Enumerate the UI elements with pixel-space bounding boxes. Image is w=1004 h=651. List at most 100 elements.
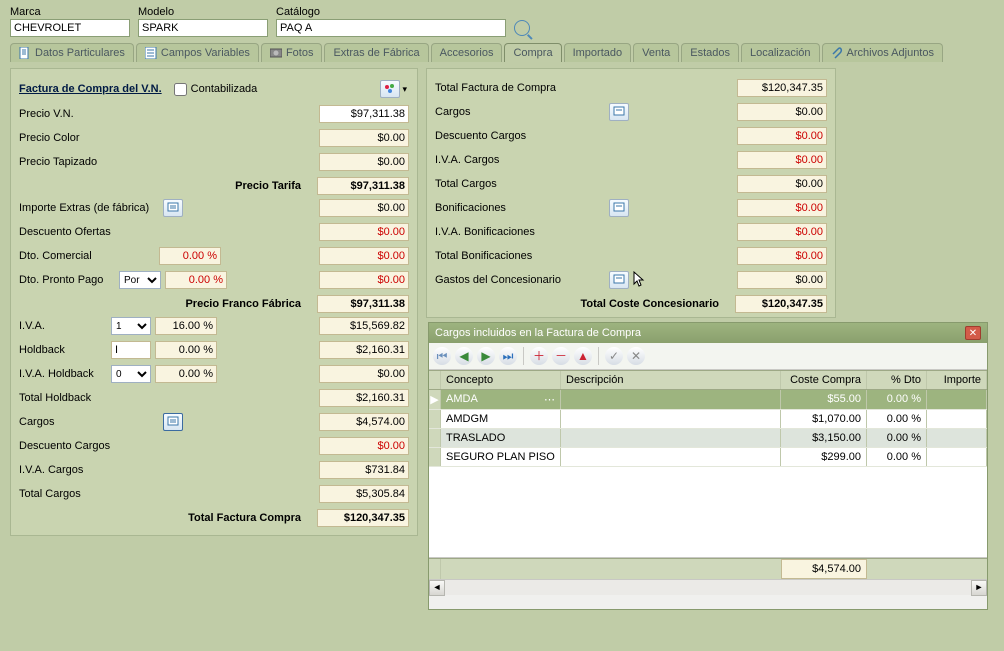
total-cargos-label: Total Cargos: [19, 488, 159, 500]
holdback-label: Holdback: [19, 344, 111, 356]
tab-venta[interactable]: Venta: [633, 43, 679, 62]
grid-body[interactable]: ▶AMDA⋯$55.000.00 % AMDGM$1,070.000.00 % …: [429, 390, 987, 558]
dto-pp-pct[interactable]: [165, 271, 227, 289]
grid-header: Concepto Descripción Coste Compra % Dto …: [429, 370, 987, 390]
precio-vn-label: Precio V.N.: [19, 108, 159, 120]
r-gastos-lookup-icon[interactable]: [609, 271, 629, 289]
iva-holdback-label: I.V.A. Holdback: [19, 368, 111, 380]
pff-label: Precio Franco Fábrica: [19, 298, 313, 310]
catalogo-field: Catálogo: [276, 6, 506, 37]
scroll-right-icon[interactable]: ►: [971, 580, 987, 596]
iva-select[interactable]: 1: [111, 317, 151, 335]
popup-titlebar[interactable]: Cargos incluidos en la Factura de Compra…: [429, 323, 987, 343]
nav-first-icon[interactable]: ⏮: [433, 347, 451, 365]
dto-comercial-value[interactable]: [319, 247, 409, 265]
descuento-ofertas-value[interactable]: [319, 223, 409, 241]
remove-icon[interactable]: －: [552, 347, 570, 365]
table-row[interactable]: AMDGM$1,070.000.00 %: [429, 410, 987, 429]
nav-next-icon[interactable]: ▶: [477, 347, 495, 365]
iva-holdback-pct[interactable]: [155, 365, 217, 383]
iva-holdback-select[interactable]: 0: [111, 365, 151, 383]
tab-estados[interactable]: Estados: [681, 43, 739, 62]
r-cargos-lookup-icon[interactable]: [609, 103, 629, 121]
descuento-cargos-label: Descuento Cargos: [19, 440, 159, 452]
importe-extras-value: [319, 199, 409, 217]
holdback-pct[interactable]: [155, 341, 217, 359]
cancel-icon[interactable]: ✕: [627, 347, 645, 365]
horizontal-scrollbar[interactable]: ◄ ►: [429, 579, 987, 595]
dropdown-arrow-icon[interactable]: ▾: [400, 84, 409, 95]
r-bonif-lookup-icon[interactable]: [609, 199, 629, 217]
close-icon[interactable]: ✕: [965, 326, 981, 340]
table-row[interactable]: ▶AMDA⋯$55.000.00 %: [429, 390, 987, 410]
holdback-value[interactable]: [319, 341, 409, 359]
r-bonif-value: [737, 199, 827, 217]
tab-archivos[interactable]: Archivos Adjuntos: [822, 43, 943, 62]
precio-color-label: Precio Color: [19, 132, 159, 144]
tab-importado[interactable]: Importado: [564, 43, 632, 62]
add-icon[interactable]: ＋: [530, 347, 548, 365]
r-gastos-label: Gastos del Concesionario: [435, 274, 605, 286]
extras-lookup-icon[interactable]: [163, 199, 183, 217]
r-total-cargos-value: [737, 175, 827, 193]
marca-input[interactable]: [10, 19, 130, 37]
search-icon[interactable]: [514, 20, 530, 36]
pff-value: [317, 295, 409, 313]
edit-icon[interactable]: ▲: [574, 347, 592, 365]
precio-tapizado-label: Precio Tapizado: [19, 156, 159, 168]
descuento-ofertas-label: Descuento Ofertas: [19, 226, 159, 238]
r-total-bonif-value: [737, 247, 827, 265]
modelo-input[interactable]: [138, 19, 268, 37]
marca-label: Marca: [10, 6, 130, 18]
descuento-cargos-value: [319, 437, 409, 455]
cargos-label: Cargos: [19, 416, 159, 428]
tab-datos-particulares[interactable]: Datos Particulares: [10, 43, 134, 62]
precio-tapizado-value[interactable]: [319, 153, 409, 171]
tab-strip: Datos Particulares Campos Variables Foto…: [0, 43, 1004, 62]
tab-accesorios[interactable]: Accesorios: [431, 43, 503, 62]
iva-pct[interactable]: [155, 317, 217, 335]
tab-compra[interactable]: Compra: [504, 43, 561, 62]
col-dto[interactable]: % Dto: [867, 371, 927, 389]
ellipsis-icon[interactable]: ⋯: [544, 393, 555, 406]
cargos-lookup-icon[interactable]: [163, 413, 183, 431]
col-descripcion[interactable]: Descripción: [561, 371, 781, 389]
r-tfc-label: Total Factura de Compra: [435, 82, 605, 94]
dto-pp-modo-select[interactable]: Por: [119, 271, 161, 289]
dto-pp-value[interactable]: [319, 271, 409, 289]
col-importe[interactable]: Importe: [927, 371, 987, 389]
nav-prev-icon[interactable]: ◀: [455, 347, 473, 365]
col-concepto[interactable]: Concepto: [441, 371, 561, 389]
palette-icon[interactable]: [380, 80, 400, 98]
r-total-cargos-label: Total Cargos: [435, 178, 605, 190]
nav-last-icon[interactable]: ⏭: [499, 347, 517, 365]
importe-extras-label: Importe Extras (de fábrica): [19, 202, 159, 214]
tab-fotos[interactable]: Fotos: [261, 43, 323, 62]
catalogo-input[interactable]: [276, 19, 506, 37]
iva-cargos-label: I.V.A. Cargos: [19, 464, 159, 476]
dto-comercial-pct[interactable]: [159, 247, 221, 265]
cargos-popup: Cargos incluidos en la Factura de Compra…: [428, 322, 988, 610]
scroll-left-icon[interactable]: ◄: [429, 580, 445, 596]
r-total-bonif-label: Total Bonificaciones: [435, 250, 605, 262]
contabilizada-checkbox[interactable]: Contabilizada: [174, 83, 258, 96]
header-filters: Marca Modelo Catálogo: [0, 0, 1004, 41]
precio-color-value[interactable]: [319, 129, 409, 147]
form-icon: [145, 47, 157, 59]
r-cargos-value: [737, 103, 827, 121]
document-icon: [19, 47, 31, 59]
col-coste[interactable]: Coste Compra: [781, 371, 867, 389]
tab-localizacion[interactable]: Localización: [741, 43, 820, 62]
accept-icon[interactable]: ✓: [605, 347, 623, 365]
tab-campos-variables[interactable]: Campos Variables: [136, 43, 259, 62]
tab-extras[interactable]: Extras de Fábrica: [324, 43, 428, 62]
factura-title: Factura de Compra del V.N.: [19, 83, 162, 95]
r-iva-cargos-value: [737, 151, 827, 169]
tfc-value: [317, 509, 409, 527]
catalogo-label: Catálogo: [276, 6, 506, 18]
table-row[interactable]: SEGURO PLAN PISO$299.000.00 %: [429, 448, 987, 467]
table-row[interactable]: TRASLADO$3,150.000.00 %: [429, 429, 987, 448]
precio-vn-value[interactable]: [319, 105, 409, 123]
holdback-type-input[interactable]: [111, 341, 151, 359]
r-iva-bonif-value: [737, 223, 827, 241]
